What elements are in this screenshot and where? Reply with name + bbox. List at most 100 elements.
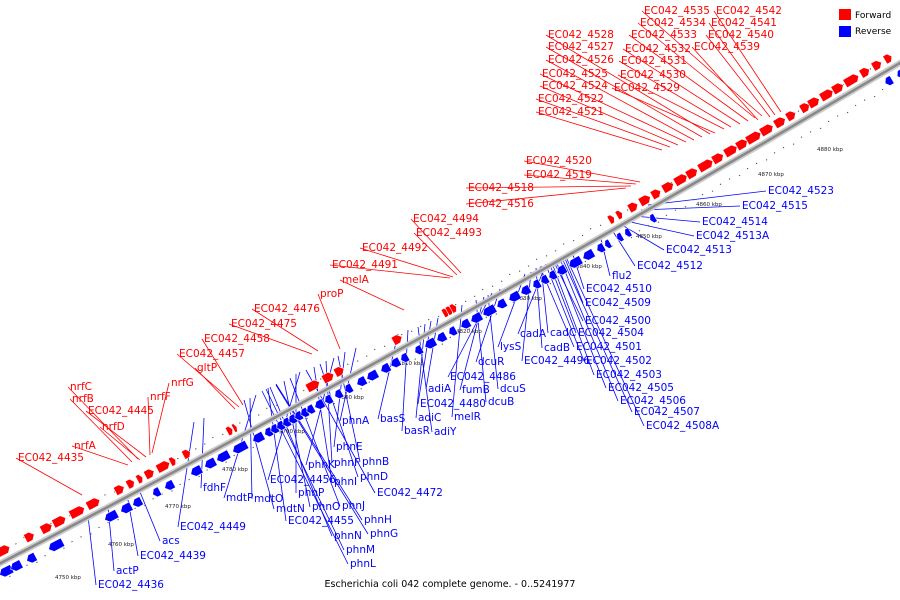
gene-label-nrfc[interactable]: nrfC	[67, 381, 139, 460]
gene-label-ec042-4494[interactable]: EC042_4494	[410, 213, 479, 274]
gene-label-ec042-4436[interactable]: EC042_4436	[87, 515, 164, 591]
gene-label-ec042-4514[interactable]: EC042_4514	[633, 215, 768, 228]
reverse-gene-40[interactable]	[507, 289, 522, 304]
forward-gene-22[interactable]	[448, 303, 459, 314]
reverse-gene-53[interactable]	[883, 75, 895, 87]
forward-gene-12[interactable]	[167, 456, 178, 467]
gene-label-ec042-4533[interactable]: EC042_4533	[628, 29, 749, 122]
reverse-gene-2[interactable]	[9, 559, 24, 574]
reverse-gene-42[interactable]	[531, 278, 543, 291]
gene-label-ec042-4515[interactable]: EC042_4515	[640, 200, 808, 212]
forward-gene-10[interactable]	[142, 467, 156, 481]
forward-gene-7[interactable]	[112, 483, 126, 497]
gene-label-ec042-4509[interactable]: EC042_4509	[563, 255, 651, 309]
reverse-gene-47[interactable]	[581, 248, 596, 263]
forward-gene-23[interactable]	[606, 214, 617, 225]
gene-label-nrfd[interactable]: nrfD	[99, 421, 141, 461]
gene-label-adiy[interactable]: adiY	[417, 326, 457, 438]
reverse-gene-35[interactable]	[447, 325, 459, 338]
gene-label-ec042-4505[interactable]: EC042_4505	[555, 260, 674, 394]
gene-label-ec042-4435[interactable]: EC042_4435	[15, 452, 84, 496]
gene-label-ec042-4503[interactable]: EC042_4503	[551, 262, 662, 381]
gene-label-bass[interactable]: basS	[377, 333, 406, 425]
reverse-gene-7[interactable]	[131, 496, 145, 509]
forward-gene-35[interactable]	[744, 129, 763, 146]
gene-label-ec042-4527[interactable]: EC042_4527	[545, 41, 703, 138]
forward-gene-26[interactable]	[637, 193, 653, 208]
reverse-gene-37[interactable]	[469, 311, 484, 326]
gene-label-ec042-4472[interactable]: EC042_4472	[305, 369, 443, 499]
forward-gene-39[interactable]	[798, 101, 812, 115]
reverse-gene-9[interactable]	[163, 479, 177, 492]
gene-label-ec042-4534[interactable]: EC042_4534	[637, 17, 756, 119]
gene-label-melr[interactable]: melR	[451, 304, 481, 423]
gene-label-ec042-4518[interactable]: EC042_4518	[465, 182, 632, 194]
gene-label-ec042-4458[interactable]: EC042_4458	[201, 333, 270, 406]
gene-label-ec042-4445[interactable]: EC042_4445	[85, 405, 154, 458]
gene-label-ec042-4540[interactable]: EC042_4540	[705, 29, 774, 118]
gene-label-ec042-4496[interactable]: EC042_4496	[521, 271, 590, 367]
gene-label-adic[interactable]: adiC	[415, 323, 441, 424]
gene-label-ec042-4532[interactable]: EC042_4532	[622, 43, 741, 125]
reverse-gene-50[interactable]	[615, 231, 625, 243]
gene-label-ec042-4492[interactable]: EC042_4492	[359, 242, 454, 278]
reverse-gene-41[interactable]	[519, 284, 533, 298]
forward-gene-19[interactable]	[390, 333, 404, 346]
gene-label-nrfb[interactable]: nrfB	[69, 393, 133, 463]
forward-gene-43[interactable]	[842, 72, 861, 89]
forward-gene-4[interactable]	[50, 514, 68, 529]
forward-gene-28[interactable]	[660, 180, 676, 194]
forward-gene-34[interactable]	[734, 137, 750, 152]
gene-label-ec042-4525[interactable]: EC042_4525	[539, 68, 687, 143]
gene-label-ec042-4523[interactable]: EC042_4523	[647, 185, 834, 206]
forward-gene-16[interactable]	[304, 378, 322, 394]
gene-label-ec042-4541[interactable]: EC042_4541	[708, 17, 777, 116]
forward-gene-3[interactable]	[38, 521, 54, 535]
gene-label-ec042-4530[interactable]: EC042_4530	[617, 69, 725, 130]
forward-gene-37[interactable]	[772, 115, 788, 130]
reverse-gene-31[interactable]	[399, 351, 411, 364]
reverse-gene-33[interactable]	[423, 336, 438, 351]
forward-gene-44[interactable]	[858, 66, 872, 79]
reverse-gene-28[interactable]	[365, 368, 380, 383]
gene-label-nrfa[interactable]: nrfA	[71, 440, 129, 466]
gene-label-ec042-4508a[interactable]: EC042_4508A	[565, 256, 720, 432]
gene-label-fdhf[interactable]: fdhF	[200, 417, 226, 494]
reverse-gene-54[interactable]	[895, 67, 900, 80]
reverse-gene-14[interactable]	[251, 430, 266, 445]
gene-label-ec042-4516[interactable]: EC042_4516	[465, 187, 627, 210]
forward-gene-9[interactable]	[134, 473, 145, 485]
reverse-gene-39[interactable]	[495, 297, 509, 311]
gene-label-ec042-4521[interactable]: EC042_4521	[535, 106, 663, 151]
forward-gene-29[interactable]	[672, 172, 690, 188]
reverse-gene-4[interactable]	[47, 537, 66, 553]
forward-gene-33[interactable]	[722, 143, 740, 159]
reverse-gene-24[interactable]	[323, 393, 335, 406]
reverse-gene-46[interactable]	[567, 255, 584, 270]
gene-label-prop[interactable]: proP	[317, 288, 344, 350]
reverse-gene-27[interactable]	[355, 375, 369, 389]
reverse-gene-36[interactable]	[459, 317, 473, 331]
forward-gene-46[interactable]	[882, 52, 894, 65]
forward-gene-5[interactable]	[67, 504, 86, 520]
gene-label-ec042-4513a[interactable]: EC042_4513A	[625, 220, 770, 242]
reverse-gene-26[interactable]	[343, 382, 355, 395]
gene-label-acs[interactable]: acs	[139, 491, 180, 547]
gene-label-ec042-4520[interactable]: EC042_4520	[523, 155, 641, 183]
reverse-gene-43[interactable]	[539, 273, 551, 286]
gene-label-ec042-4506[interactable]: EC042_4506	[559, 258, 686, 407]
gene-label-mdtn[interactable]: mdtN	[243, 399, 305, 515]
forward-gene-2[interactable]	[22, 530, 36, 544]
reverse-gene-29[interactable]	[379, 362, 393, 375]
reverse-gene-32[interactable]	[413, 344, 425, 357]
forward-gene-40[interactable]	[806, 95, 822, 110]
gene-label-cada[interactable]: cadA	[517, 263, 547, 340]
reverse-gene-44[interactable]	[547, 269, 559, 282]
gene-label-ec042-4522[interactable]: EC042_4522	[535, 93, 671, 148]
forward-gene-25[interactable]	[626, 200, 640, 214]
reverse-gene-52[interactable]	[648, 212, 658, 224]
reverse-gene-34[interactable]	[435, 331, 449, 344]
forward-gene-36[interactable]	[758, 122, 776, 138]
gene-label-lyss[interactable]: lysS	[497, 273, 526, 353]
reverse-gene-10[interactable]	[189, 464, 204, 479]
